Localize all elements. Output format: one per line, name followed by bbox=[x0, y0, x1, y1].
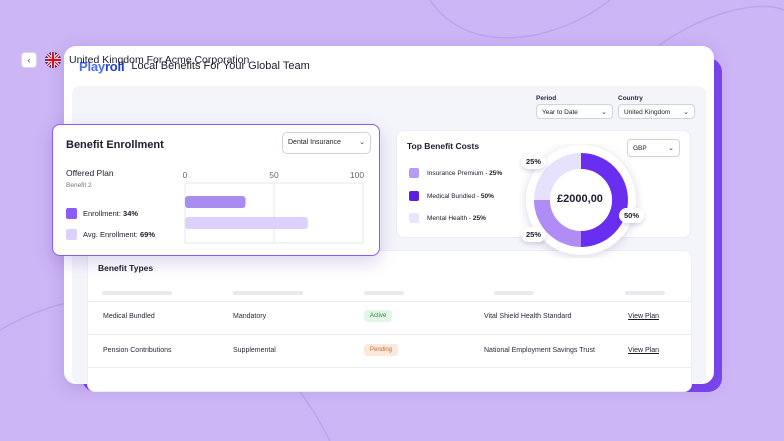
donut-badge-insurance: 25% bbox=[521, 154, 547, 169]
donut-segment-mental-health bbox=[534, 153, 581, 200]
legend-enrollment: Enrollment: 34% bbox=[66, 206, 138, 221]
back-button[interactable]: ‹ bbox=[21, 52, 37, 68]
chevron-down-icon: ⌄ bbox=[359, 139, 365, 146]
column-header bbox=[364, 291, 404, 295]
legend-value: 69% bbox=[139, 230, 155, 239]
row-divider bbox=[88, 334, 691, 335]
benefit-kind: Mandatory bbox=[233, 313, 267, 320]
status-badge: Active bbox=[364, 310, 393, 322]
column-header bbox=[494, 291, 534, 295]
page-title: United Kingdom For Acme Corporation bbox=[69, 54, 250, 66]
benefit-provider: Vital Shield Health Standard bbox=[484, 313, 572, 320]
donut-badge-medical: 50% bbox=[619, 208, 645, 223]
donut-segment-medical-bundled bbox=[581, 153, 628, 247]
status-badge: Pending bbox=[364, 344, 399, 356]
period-select[interactable]: Year to Date ⌄ bbox=[536, 104, 613, 119]
legend-value: 25% bbox=[472, 214, 486, 222]
x-tick-label: 50 bbox=[269, 170, 279, 180]
chevron-down-icon: ⌄ bbox=[668, 145, 674, 152]
period-value: Year to Date bbox=[542, 109, 578, 116]
row-divider bbox=[88, 367, 691, 368]
x-tick-label: 0 bbox=[183, 170, 188, 180]
benefit-types-title: Benefit Types bbox=[98, 263, 154, 273]
top-bar: Playroll Local Benefits For Your Global … bbox=[64, 46, 714, 86]
bar-enrollment bbox=[185, 196, 246, 208]
donut-badge-mental: 25% bbox=[521, 227, 547, 242]
legend-swatch bbox=[66, 229, 77, 240]
currency-value: GBP bbox=[633, 145, 647, 152]
column-header bbox=[625, 291, 665, 295]
country-value: United Kingdom bbox=[624, 109, 671, 116]
legend-value: 25% bbox=[489, 169, 503, 177]
legend-swatch bbox=[409, 168, 419, 178]
benefit-name: Pension Contributions bbox=[103, 347, 172, 354]
legend-insurance-premium: Insurance Premium - 25% bbox=[409, 168, 502, 178]
legend-label: Medical Bundled - bbox=[427, 192, 480, 200]
country-select[interactable]: United Kingdom ⌄ bbox=[618, 104, 695, 119]
legend-swatch bbox=[66, 208, 77, 219]
donut-chart bbox=[526, 145, 636, 255]
donut-segment-insurance-premium bbox=[534, 200, 581, 247]
legend-label: Insurance Premium - bbox=[427, 169, 488, 177]
chevron-left-icon: ‹ bbox=[27, 55, 31, 65]
benefit-enrollment-card: Benefit Enrollment Dental Insurance ⌄ Of… bbox=[52, 124, 380, 256]
currency-select[interactable]: GBP ⌄ bbox=[627, 139, 680, 157]
benefit-name: Medical Bundled bbox=[103, 313, 155, 320]
legend-label: Avg. Enrollment: bbox=[83, 230, 138, 239]
legend-value: 34% bbox=[123, 209, 139, 218]
donut-hole bbox=[550, 169, 612, 231]
benefit-provider: National Employment Savings Trust bbox=[484, 347, 595, 354]
legend-swatch bbox=[409, 213, 419, 223]
bar-avg-enrollment bbox=[185, 217, 308, 229]
costs-title: Top Benefit Costs bbox=[407, 141, 480, 151]
app-title: Local Benefits For Your Global Team bbox=[131, 60, 310, 72]
legend-avg-enrollment: Avg. Enrollment: 69% bbox=[66, 227, 155, 242]
logo: Playroll bbox=[79, 58, 125, 74]
donut-center-value: £2000,00 bbox=[557, 193, 603, 205]
cost-donut: £2000,00 25% 50% 25% bbox=[519, 144, 645, 258]
uk-flag-icon bbox=[45, 52, 61, 68]
legend-medical-bundled: Medical Bundled - 50% bbox=[409, 191, 494, 201]
benefit-kind: Supplemental bbox=[233, 347, 276, 354]
offered-plan-subtitle: Benefit 2 bbox=[66, 182, 92, 189]
logo-part-play: Play bbox=[79, 58, 105, 74]
legend-label: Enrollment: bbox=[83, 209, 121, 218]
column-header bbox=[233, 291, 303, 295]
legend-mental-health: Mental Health - 25% bbox=[409, 213, 486, 223]
view-plan-link[interactable]: View Plan bbox=[628, 313, 660, 320]
logo-part-roll: roll bbox=[104, 58, 125, 74]
offered-plan-title: Offered Plan bbox=[66, 168, 114, 178]
country-label: Country bbox=[618, 95, 643, 102]
x-tick-label: 100 bbox=[350, 170, 364, 180]
period-label: Period bbox=[536, 95, 557, 102]
column-header bbox=[102, 291, 172, 295]
legend-label: Mental Health - bbox=[427, 214, 472, 222]
chevron-down-icon: ⌄ bbox=[601, 109, 607, 116]
benefit-dropdown-value: Dental Insurance bbox=[288, 139, 341, 146]
enrollment-bar-chart: 0 50 100 bbox=[183, 170, 364, 244]
enrollment-title: Benefit Enrollment bbox=[66, 139, 164, 151]
benefit-dropdown[interactable]: Dental Insurance ⌄ bbox=[282, 132, 371, 154]
legend-value: 50% bbox=[480, 192, 494, 200]
chevron-down-icon: ⌄ bbox=[683, 109, 689, 116]
benefit-types-card: Benefit Types Medical Bundled Mandatory … bbox=[87, 250, 692, 392]
view-plan-link[interactable]: View Plan bbox=[628, 347, 660, 354]
legend-swatch bbox=[409, 191, 419, 201]
row-divider bbox=[88, 301, 691, 302]
